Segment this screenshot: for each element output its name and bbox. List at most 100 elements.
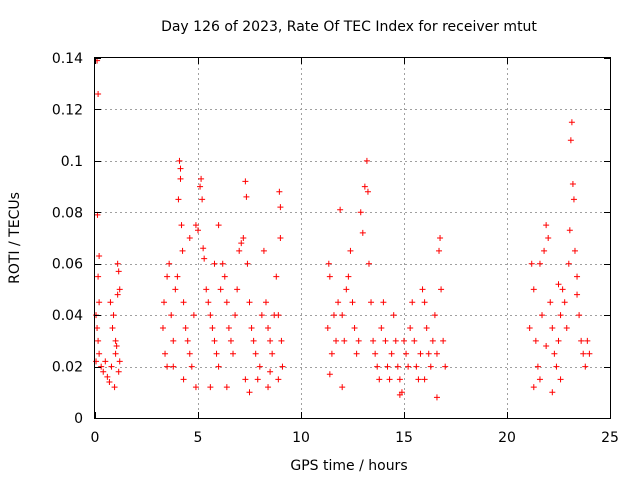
data-point (234, 286, 241, 293)
data-point (328, 350, 335, 357)
data-point (164, 273, 171, 280)
data-point (388, 350, 395, 357)
data-point (98, 363, 105, 370)
x-tick-label: 0 (91, 430, 100, 446)
data-point (184, 337, 191, 344)
data-point (201, 255, 208, 262)
data-point (113, 343, 120, 349)
data-point (250, 337, 257, 344)
data-point (205, 299, 212, 306)
data-point (429, 337, 436, 344)
data-point (192, 384, 199, 391)
data-point (186, 350, 193, 357)
y-tick-labels: 0 0.02 0.04 0.06 0.08 0.1 0.12 0.14 (52, 51, 83, 427)
data-point (176, 157, 183, 164)
data-point (419, 286, 426, 293)
y-tick-label: 0.02 (52, 360, 83, 376)
data-point (179, 247, 186, 254)
data-point (376, 376, 383, 383)
data-point (576, 312, 583, 319)
data-point (116, 286, 123, 293)
data-point (374, 363, 381, 370)
data-point (238, 240, 245, 247)
data-point (95, 91, 102, 97)
y-tick-label: 0.1 (61, 154, 83, 170)
data-point (407, 325, 414, 331)
data-point (265, 384, 272, 391)
data-point (386, 376, 393, 383)
data-point (401, 337, 407, 344)
x-tick-label: 10 (292, 430, 310, 446)
data-point (190, 312, 197, 319)
data-point (96, 299, 103, 306)
data-point (557, 376, 564, 383)
y-axis-label: ROTI / TECUs (7, 192, 23, 284)
data-point (246, 299, 253, 306)
data-point (563, 325, 570, 331)
data-point (337, 206, 344, 213)
data-point (396, 391, 403, 398)
data-point (436, 247, 443, 254)
data-point (551, 350, 558, 357)
data-point (260, 247, 267, 254)
data-point (258, 312, 265, 319)
data-point (541, 247, 548, 254)
data-point (580, 350, 587, 357)
data-point (107, 299, 114, 306)
data-point (95, 273, 102, 280)
data-point (545, 235, 552, 241)
data-point (343, 286, 350, 293)
data-point (186, 235, 193, 241)
data-point (345, 273, 352, 280)
data-point (217, 286, 224, 293)
data-point (357, 209, 364, 216)
scatter-series (93, 57, 593, 401)
data-point (423, 325, 430, 331)
data-point (180, 376, 187, 383)
data-point (104, 373, 111, 380)
data-point (277, 235, 284, 241)
data-point (106, 379, 113, 385)
data-point (570, 196, 577, 203)
data-point (111, 384, 118, 391)
data-point (242, 178, 249, 185)
data-point (164, 363, 171, 370)
data-point (188, 363, 195, 370)
data-point (112, 350, 119, 357)
data-point (114, 260, 121, 267)
y-tick-label: 0 (74, 411, 83, 427)
data-point (215, 363, 222, 370)
data-point (269, 350, 276, 357)
x-tick-label: 5 (194, 430, 203, 446)
data-point (161, 299, 168, 306)
axis-ticks (95, 58, 611, 419)
data-point (230, 350, 237, 357)
data-point (553, 363, 560, 370)
data-point (425, 350, 432, 357)
data-point (561, 299, 568, 306)
data-point (265, 325, 272, 331)
data-point (256, 363, 263, 370)
y-tick-label: 0.08 (52, 205, 83, 221)
data-point (339, 384, 346, 391)
data-point (421, 376, 428, 383)
data-point (528, 260, 535, 267)
data-point (413, 363, 420, 370)
data-point (108, 363, 115, 370)
data-point (267, 337, 274, 344)
data-point (363, 157, 370, 164)
data-point (209, 325, 216, 331)
data-point (568, 119, 575, 126)
data-point (275, 376, 282, 383)
data-point (219, 260, 226, 267)
data-point (168, 312, 175, 319)
y-tick-label: 0.04 (52, 308, 83, 324)
data-point (207, 312, 214, 319)
data-point (417, 350, 424, 357)
data-point (349, 299, 356, 306)
data-point (536, 376, 543, 383)
data-point (162, 350, 169, 357)
data-point (382, 337, 389, 344)
chart-title: Day 126 of 2023, Rate Of TEC Index for r… (161, 19, 537, 35)
data-point (549, 389, 556, 396)
